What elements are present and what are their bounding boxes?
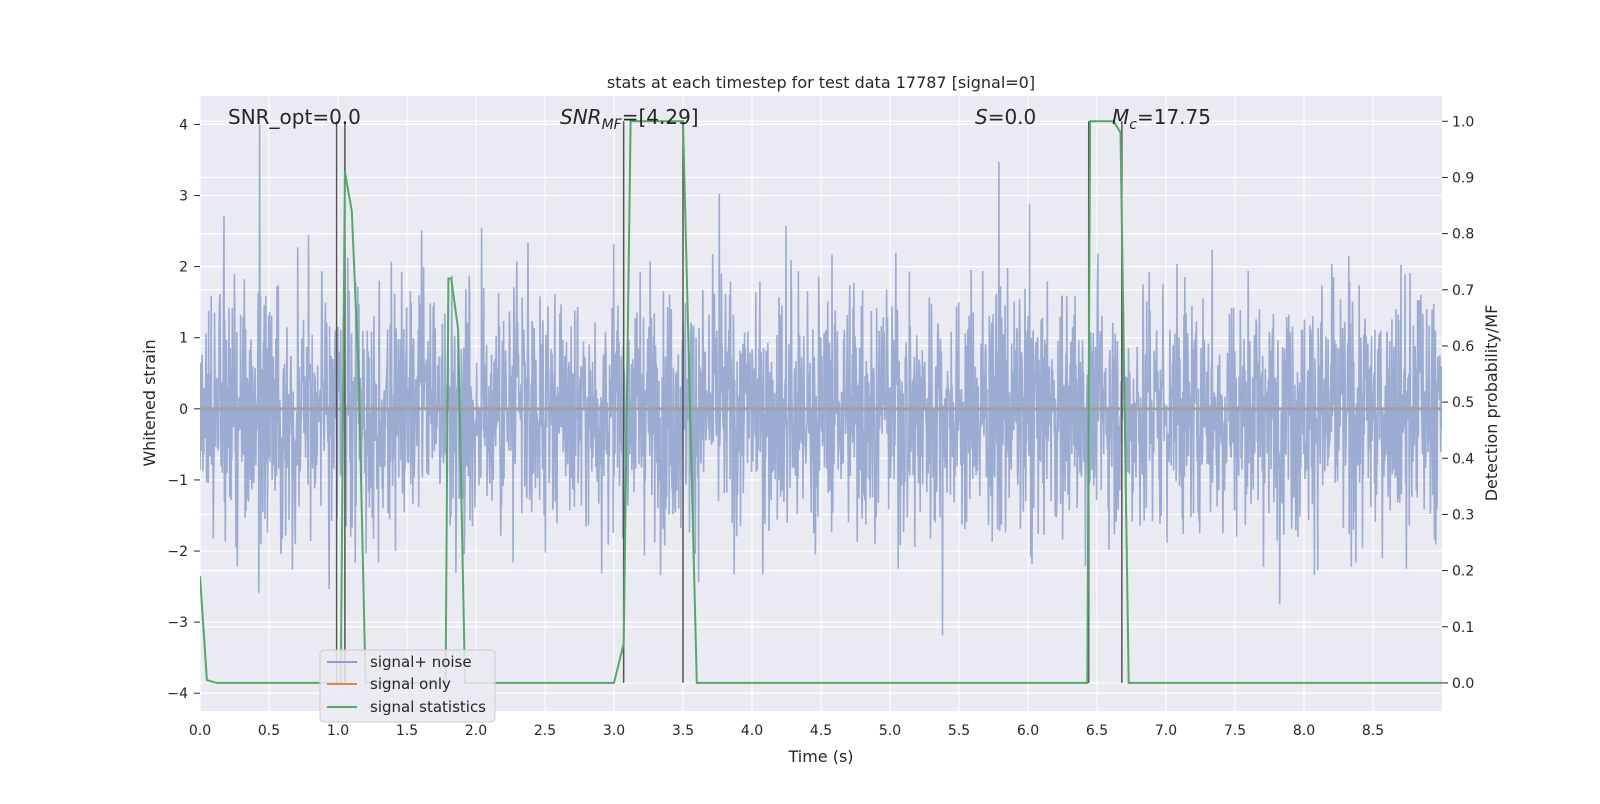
y2-tick-label: 0.4 [1452,451,1474,467]
x-tick-label: 8.0 [1293,723,1315,739]
x-tick-label: 5.0 [879,723,901,739]
x-tick-label: 3.5 [672,723,694,739]
y2-ticks: 0.0 0.1 0.2 0.3 0.4 0.5 0.6 0.7 0.8 0.9 1.0 [1442,114,1474,692]
annotation-s-value: =0.0 [988,105,1037,129]
x-tick-label: 2.0 [465,723,487,739]
y2-tick-label: 1.0 [1452,114,1474,130]
annotation-snr-mf-sub: MF [602,117,623,133]
y2-tick-label: 0.2 [1452,564,1474,580]
legend-label-signal-statistics: signal statistics [370,698,486,716]
chart-title: stats at each timestep for test data 177… [607,73,1035,92]
annotation-snr-mf-value: =[4.29] [622,105,699,129]
annotation-mc: Mc=17.75 [1112,105,1211,133]
y-ticks: −4 −3 −2 −1 0 1 2 3 4 [167,117,200,702]
signal-statistics-series [200,120,1442,684]
x-tick-label: 0.5 [258,723,280,739]
legend-label-signal-noise: signal+ noise [370,653,472,671]
legend-box [319,649,496,723]
x-tick-label: 7.0 [1155,723,1177,739]
legend-label-signal-only: signal only [370,675,451,693]
signal-statistics-line [200,120,1442,684]
annotation-snr-mf: SNRMF=[4.29] [560,105,699,133]
y-tick-label: 4 [179,117,188,133]
x-tick-label: 8.5 [1362,723,1384,739]
x-tick-label: 6.5 [1086,723,1108,739]
annotation-s: S=0.0 [975,105,1036,129]
y-tick-label: 1 [179,331,188,347]
annotation-s-main: S [975,105,988,129]
y2-tick-label: 0.6 [1452,339,1474,355]
y-tick-label: 3 [179,189,188,205]
y2-tick-label: 0.5 [1452,395,1474,411]
x-tick-label: 7.5 [1224,723,1246,739]
x-tick-label: 2.5 [534,723,556,739]
x-tick-label: 6.0 [1017,723,1039,739]
y-tick-label: 0 [179,402,188,418]
y2-tick-label: 0.1 [1452,620,1474,636]
x-axis-label: Time (s) [787,747,853,766]
signal-noise-series [200,124,1442,636]
x-tick-label: 1.0 [327,723,349,739]
annotation-mc-value: =17.75 [1137,105,1211,129]
x-tick-label: 4.0 [741,723,763,739]
annotation-mc-main: M [1112,105,1129,129]
x-tick-label: 4.5 [810,723,832,739]
y-tick-label: −4 [167,686,188,702]
x-tick-label: 3.0 [603,723,625,739]
x-tick-label: 1.5 [396,723,418,739]
y2-tick-label: 0.0 [1452,676,1474,692]
signal-noise-line [200,124,1442,636]
y-tick-label: −3 [167,615,188,631]
annotation-snr-mf-main: SNR [560,105,602,129]
annotation-snr-opt: SNR_opt=0.0 [228,105,361,129]
y2-tick-label: 0.7 [1452,283,1474,299]
y2-tick-label: 0.9 [1452,170,1474,186]
legend: signal+ noise signal only signal statist… [319,649,496,723]
y-axis-label: Whitened strain [140,339,159,466]
x-tick-label: 0.0 [189,723,211,739]
y2-tick-label: 0.8 [1452,227,1474,243]
y2-axis-label: Detection probability/MF [1482,305,1501,502]
annotation-mc-sub: c [1129,117,1137,133]
y-tick-label: −1 [167,473,188,489]
x-tick-label: 5.5 [948,723,970,739]
x-ticks: 0.0 0.5 1.0 1.5 2.0 2.5 3.0 3.5 4.0 4.5 5.0 5.5 6.0 6… [189,723,1384,739]
y2-tick-label: 0.3 [1452,507,1474,523]
y-tick-label: −2 [167,544,188,560]
y-tick-label: 2 [179,260,188,276]
